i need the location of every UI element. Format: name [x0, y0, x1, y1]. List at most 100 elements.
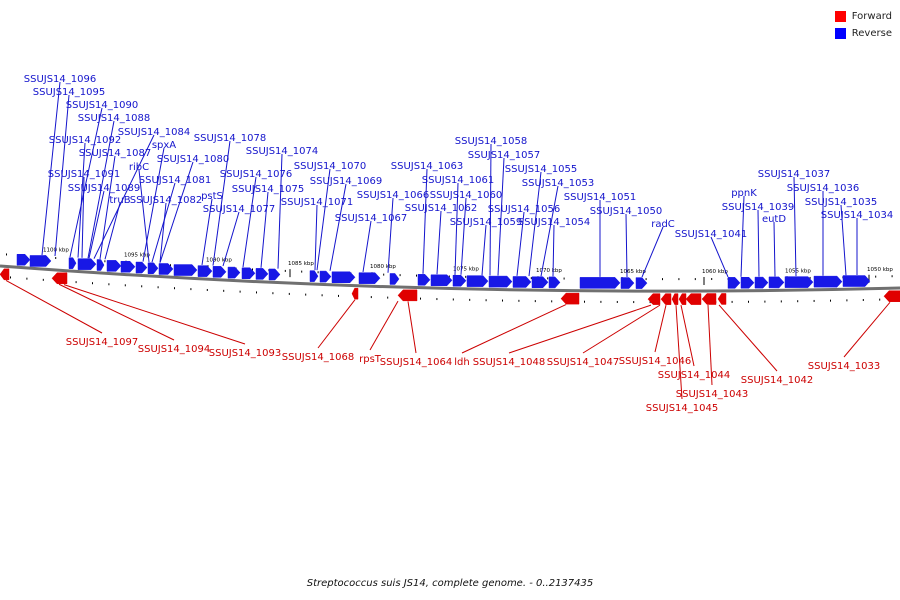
minor-tick	[370, 296, 372, 299]
minor-tick	[764, 300, 766, 303]
reverse-gene	[512, 276, 532, 288]
label-ssujs14-1087: SSUJS14_1087	[79, 148, 152, 159]
label-ssujs14-1081: SSUJS14_1081	[139, 175, 212, 186]
legend: Forward Reverse	[834, 9, 892, 43]
scale-tick-label: 1080 kbp	[370, 264, 396, 270]
leader-line	[489, 143, 492, 276]
reverse-gene	[147, 262, 159, 274]
reverse-gene	[120, 260, 136, 273]
minor-tick	[731, 300, 733, 303]
forward-gene	[701, 293, 717, 305]
minor-tick	[694, 278, 696, 281]
minor-tick	[436, 298, 438, 301]
minor-tick	[108, 283, 110, 286]
label-ssujs14-1084: SSUJS14_1084	[118, 127, 191, 138]
minor-tick	[534, 300, 536, 303]
leader-line	[104, 202, 121, 260]
reverse-gene	[768, 276, 785, 289]
scale-tick-label: 1085 kbp	[288, 261, 314, 267]
minor-tick	[420, 297, 421, 300]
reverse-gene	[531, 276, 549, 288]
scale-tick-label: 1070 kbp	[536, 268, 562, 274]
leader-line	[63, 284, 246, 345]
label-rpst: rpsT	[359, 354, 382, 365]
reverse-gene	[309, 270, 319, 282]
leader-line	[641, 226, 664, 278]
forward-gene	[560, 292, 580, 305]
leader-line	[461, 304, 567, 354]
minor-tick	[649, 301, 651, 304]
label-ssujs14-1097: SSUJS14_1097	[66, 337, 139, 348]
label-ssujs14-1069: SSUJS14_1069	[310, 176, 383, 187]
forward-gene	[351, 287, 359, 300]
reverse-gene	[68, 257, 77, 269]
minor-tick	[387, 296, 389, 299]
reverse-gene	[635, 277, 648, 289]
leader-line	[69, 107, 103, 258]
leader-line	[481, 224, 487, 276]
minor-tick	[206, 288, 208, 291]
minor-tick	[223, 289, 225, 292]
leader-line	[316, 168, 331, 271]
minor-tick	[317, 271, 319, 274]
label-ssujs14-1047: SSUJS14_1047	[547, 357, 620, 368]
label-ssujs14-1044: SSUJS14_1044	[658, 370, 731, 381]
minor-tick	[846, 299, 848, 302]
minor-tick	[92, 282, 93, 285]
minor-tick	[239, 290, 241, 293]
label-ssujs14-1059: SSUJS14_1059	[450, 217, 523, 228]
scale-tick-label: 1075 kbp	[453, 267, 479, 273]
leader-line	[159, 161, 194, 263]
minor-tick	[252, 268, 253, 271]
leader-line	[654, 305, 667, 353]
gene-features	[0, 253, 900, 305]
legend-forward-label: Forward	[851, 11, 892, 22]
reverse-gene	[77, 258, 97, 270]
label-ssujs14-1048: SSUJS14_1048	[473, 357, 546, 368]
label-ssujs14-1057: SSUJS14_1057	[468, 150, 541, 161]
leader-line	[77, 142, 86, 258]
label-ssujs14-1095: SSUJS14_1095	[33, 87, 106, 98]
leader-line	[840, 204, 847, 276]
minor-tick	[830, 299, 831, 302]
leader-line	[87, 120, 115, 259]
leader-line	[81, 176, 85, 258]
leader-line	[58, 283, 175, 341]
leader-line	[497, 157, 505, 276]
label-ssujs14-1082: SSUJS14_1082	[130, 195, 203, 206]
leader-line	[843, 301, 891, 358]
minor-tick	[190, 288, 192, 291]
reverse-gene	[579, 277, 621, 289]
minor-tick	[502, 299, 503, 302]
label-psts: pstS	[201, 191, 223, 202]
leader-line	[707, 305, 713, 386]
label-ssujs14-1089: SSUJS14_1089	[68, 183, 141, 194]
leader-line	[625, 213, 628, 278]
leader-line	[552, 224, 555, 277]
reverse-gene	[241, 267, 256, 280]
label-ssujs14-1074: SSUJS14_1074	[246, 146, 319, 157]
reverse-gene	[754, 276, 769, 289]
reverse-gene	[430, 274, 453, 287]
reverse-gene	[29, 255, 52, 267]
leader-line	[407, 301, 417, 354]
label-ssujs14-1093: SSUJS14_1093	[209, 348, 282, 359]
scale-tick-label: 1090 kbp	[206, 257, 232, 263]
forward-gene	[51, 272, 68, 285]
label-ssujs14-1036: SSUJS14_1036	[787, 183, 860, 194]
leader-line	[5, 280, 103, 334]
label-ssujs14-1068: SSUJS14_1068	[282, 352, 355, 363]
label-ssujs14-1078: SSUJS14_1078	[194, 133, 267, 144]
label-eutd: eutD	[762, 214, 786, 225]
reverse-gene	[158, 263, 174, 275]
genome-caption: Streptococcus suis JS14, complete genome…	[306, 578, 594, 589]
minor-tick	[448, 275, 450, 278]
minor-tick	[547, 277, 549, 280]
forward-gene	[717, 293, 727, 305]
label-ssujs14-1037: SSUJS14_1037	[758, 169, 831, 180]
minor-tick	[157, 286, 159, 289]
minor-tick	[6, 253, 7, 256]
minor-tick	[284, 269, 286, 272]
label-ssujs14-1092: SSUJS14_1092	[49, 135, 122, 146]
reverse-gene	[548, 276, 561, 289]
